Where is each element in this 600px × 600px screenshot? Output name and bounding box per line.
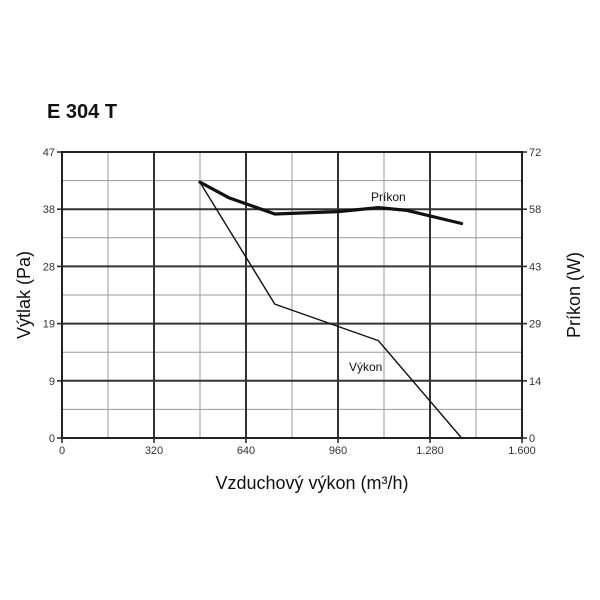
tick-labels: 0 320 640 960 1.280 1.60009192838470142943587… xyxy=(43,147,542,457)
y2-tick-label: 43 xyxy=(529,261,541,273)
y-tick-label: 47 xyxy=(43,147,55,159)
plot-frame xyxy=(61,151,523,439)
series-line-1 xyxy=(198,180,464,226)
x-tick-label: 1.600 xyxy=(508,445,536,457)
x-tick-label: 640 xyxy=(237,445,255,457)
x-axis-title: Vzduchový výkon (m³/h) xyxy=(215,473,408,493)
x-tick-label: 0 xyxy=(59,445,65,457)
series-line-0 xyxy=(199,181,463,439)
grid xyxy=(57,151,527,443)
y-tick-label: 9 xyxy=(49,376,55,388)
y2-tick-label: 14 xyxy=(529,376,541,388)
y-tick-label: 0 xyxy=(49,433,55,445)
series-lines xyxy=(198,180,464,439)
y2-tick-label: 0 xyxy=(529,433,535,445)
series-label-vykon: Výkon xyxy=(349,360,382,374)
x-tick-label: 1.280 xyxy=(416,445,444,457)
y2-tick-label: 58 xyxy=(529,204,541,216)
y-tick-label: 19 xyxy=(43,319,55,331)
series-label-prikon: Príkon xyxy=(371,190,406,204)
y2-tick-label: 72 xyxy=(529,147,541,159)
x-tick-label: 960 xyxy=(329,445,347,457)
chart-title: E 304 T xyxy=(47,101,118,123)
y-tick-label: 28 xyxy=(43,261,55,273)
y-axis-title-left: Výtlak (Pa) xyxy=(14,251,34,339)
x-tick-label: 320 xyxy=(145,445,163,457)
y2-tick-label: 29 xyxy=(529,319,541,331)
y-axis-title-right: Príkon (W) xyxy=(564,252,584,338)
y-tick-label: 38 xyxy=(43,204,55,216)
